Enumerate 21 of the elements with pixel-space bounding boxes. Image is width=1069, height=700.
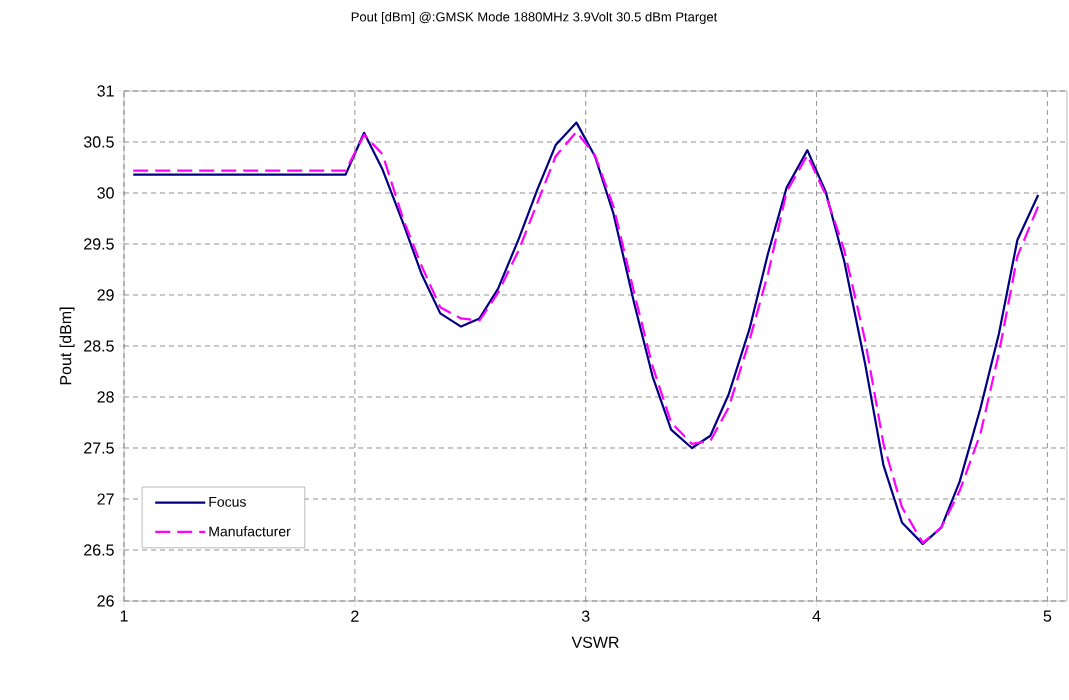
chart-title: Pout [dBm] @:GMSK Mode 1880MHz 3.9Volt 30.5 dBm Ptarget	[351, 11, 718, 25]
y-tick-label: 30.5	[83, 136, 114, 148]
x-tick-label: 2	[351, 610, 359, 622]
y-tick-label: 29.5	[84, 238, 114, 250]
y-tick-label: 29	[97, 289, 114, 301]
x-tick-label: 3	[581, 610, 590, 622]
y-tick-label: 26.5	[84, 544, 114, 556]
x-tick-label: 1	[120, 610, 128, 622]
x-tick-label: 5	[1043, 610, 1052, 622]
x-tick-label: 4	[812, 610, 821, 622]
legend-label: Manufacturer	[209, 526, 291, 537]
legend-label: Focus	[209, 497, 246, 507]
x-axis-title: VSWR	[571, 636, 619, 649]
y-tick-label: 28.5	[84, 340, 114, 352]
y-tick-label: 27	[97, 493, 114, 505]
y-axis-title: Pout [dBm]	[59, 307, 75, 385]
y-tick-label: 31	[97, 85, 114, 97]
y-tick-label: 27.5	[84, 442, 114, 454]
y-tick-label: 30	[97, 187, 114, 199]
y-tick-label: 28	[97, 391, 114, 403]
y-tick-label: 26	[97, 595, 114, 607]
